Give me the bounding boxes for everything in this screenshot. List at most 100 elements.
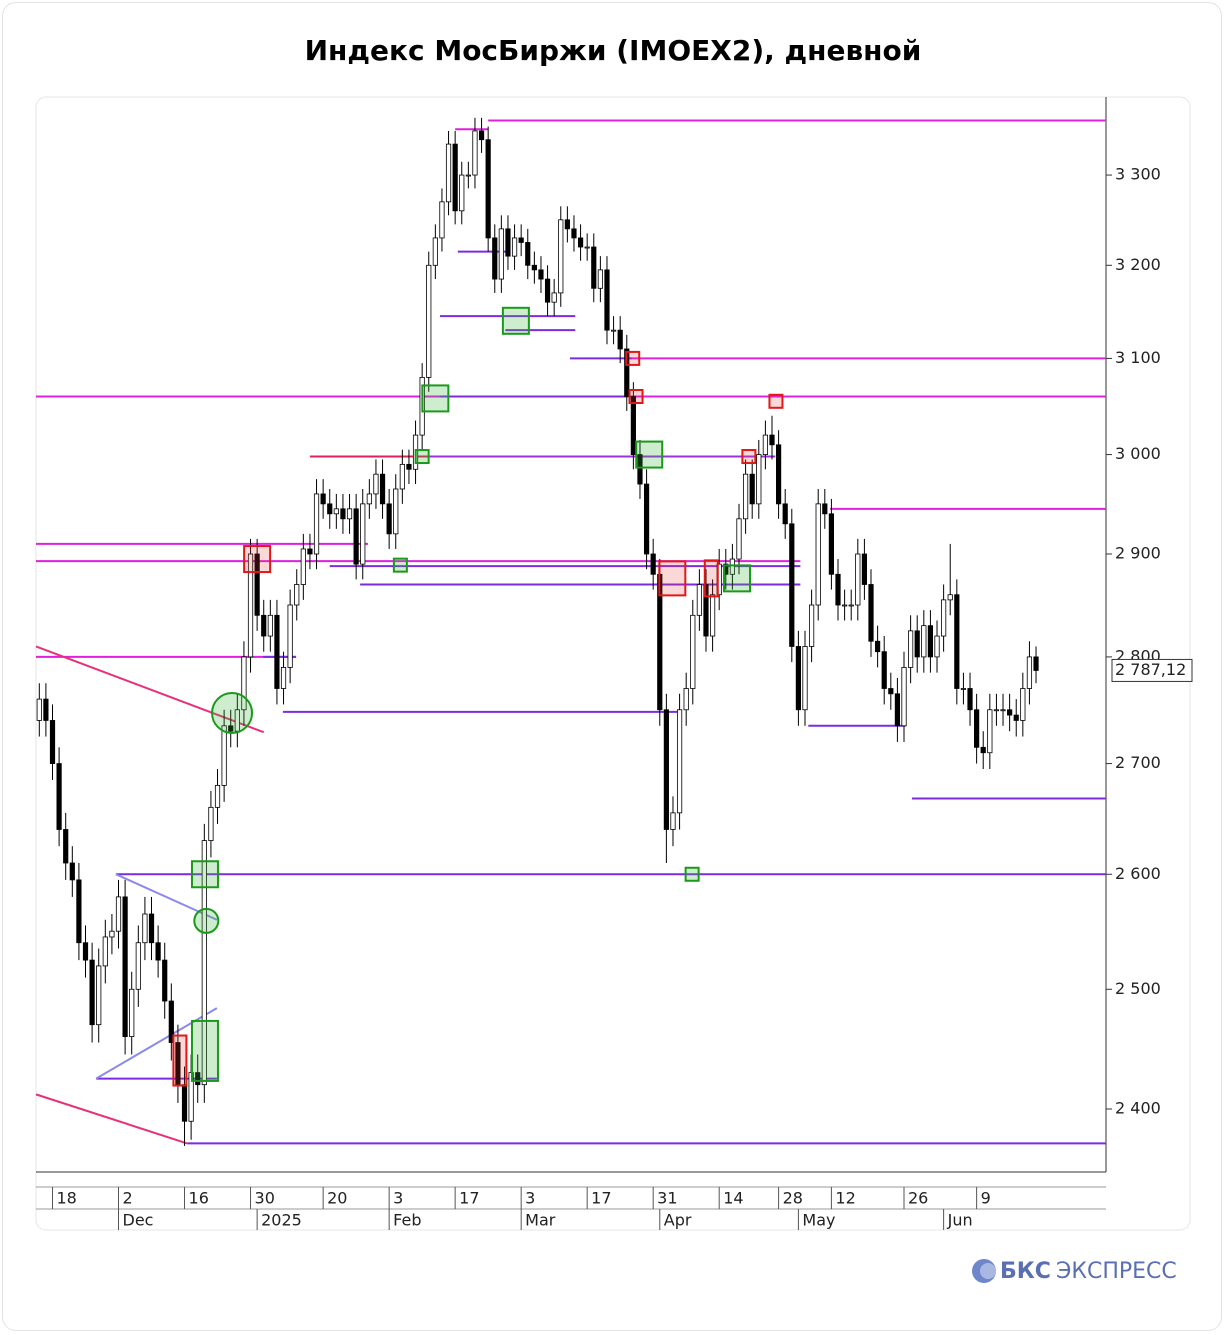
candle-body: [617, 329, 623, 350]
candle-body: [742, 473, 749, 520]
y-tick-label: 3 100: [1115, 348, 1161, 367]
candle-body: [696, 584, 702, 616]
candle-body: [729, 558, 735, 575]
candle-body: [571, 228, 577, 239]
signal: [703, 559, 719, 598]
candle-body: [624, 348, 630, 397]
candle-body: [261, 614, 267, 637]
candle-body: [861, 553, 868, 585]
brand-name: ЭКСПРЕСС: [1056, 1259, 1177, 1284]
candle-body: [921, 625, 927, 658]
candle-body: [36, 698, 42, 721]
candle-body: [967, 688, 973, 711]
candle-body: [393, 488, 399, 535]
candle-body: [247, 553, 254, 658]
signal: [628, 388, 644, 404]
candle-body: [82, 942, 89, 961]
candle-body: [795, 646, 801, 711]
candle-body: [1013, 714, 1019, 721]
candle-body: [597, 269, 603, 289]
y-tick-label: 3 200: [1115, 255, 1161, 274]
candle-body: [406, 463, 412, 470]
last-price-label: 2 787,12: [1115, 660, 1186, 679]
candle-body: [228, 725, 234, 732]
candle-body: [934, 635, 940, 658]
trend-line: [35, 1093, 188, 1145]
candle-body: [96, 965, 102, 1026]
trend-line: [115, 873, 218, 921]
signal: [741, 449, 757, 465]
candle-body: [122, 896, 128, 1037]
month-label: Jun: [947, 1211, 973, 1230]
candle-body: [855, 553, 861, 606]
candle-body: [43, 698, 49, 721]
candle-body: [208, 806, 214, 842]
candle-body: [881, 651, 887, 689]
trend-line: [95, 1007, 218, 1080]
last-price-box: [1111, 658, 1193, 682]
candle-body: [300, 548, 306, 585]
candle-body: [709, 594, 716, 637]
candle-body: [498, 228, 504, 280]
candle-body: [927, 625, 934, 658]
x-tick-label: 28: [783, 1189, 803, 1208]
candle-body: [505, 228, 511, 257]
x-tick-label: 9: [981, 1189, 991, 1208]
candle-body: [353, 508, 359, 565]
candle-body: [280, 667, 287, 689]
candle-body: [399, 463, 405, 490]
signal: [658, 560, 687, 597]
signal: [243, 545, 272, 574]
candle-body: [531, 264, 537, 271]
candle-body: [842, 604, 848, 607]
candle-body: [762, 434, 768, 455]
candle-body: [109, 930, 115, 938]
candle-body: [333, 508, 339, 515]
x-tick-label: 20: [327, 1189, 347, 1208]
signal: [190, 1019, 219, 1082]
candle-body: [426, 264, 432, 378]
x-tick-label: 18: [57, 1189, 77, 1208]
x-tick-label: 26: [908, 1189, 928, 1208]
candle-body: [822, 503, 828, 515]
candle-body: [591, 246, 597, 289]
candle-body: [584, 246, 590, 249]
month-label: Mar: [525, 1211, 556, 1230]
candle-body: [307, 548, 313, 555]
candle-body: [340, 508, 346, 520]
candle-body: [155, 942, 161, 961]
candle-body: [360, 503, 366, 565]
candle-body: [49, 720, 56, 764]
candle-body: [1020, 688, 1026, 721]
candle-body: [201, 840, 207, 1086]
x-tick-label: 17: [459, 1189, 479, 1208]
signal: [190, 860, 219, 889]
candle-body: [875, 640, 881, 653]
candle-body: [643, 483, 650, 555]
candle-body: [89, 959, 95, 1026]
candle-body: [1000, 709, 1006, 712]
candle-body: [452, 143, 458, 212]
candle-body: [485, 139, 491, 239]
candle-body: [663, 709, 669, 830]
candle-body: [320, 493, 326, 505]
x-tick-label: 30: [255, 1189, 275, 1208]
candle-body: [650, 553, 656, 575]
candle-body: [234, 709, 240, 732]
chart-title: Индекс МосБиржи (IMOEX2), дневной: [305, 34, 922, 67]
y-tick-label: 2 900: [1115, 543, 1161, 562]
signal: [211, 691, 254, 734]
candle-body: [954, 594, 960, 689]
signal: [768, 393, 784, 409]
candle-body: [373, 473, 379, 495]
candle-body: [1026, 656, 1033, 689]
candle-body: [828, 513, 835, 575]
candle-body: [195, 1072, 201, 1086]
candle-body: [148, 913, 155, 944]
month-label: Dec: [123, 1211, 154, 1230]
signal: [392, 557, 408, 573]
signal: [684, 866, 700, 882]
candle-body: [901, 667, 907, 727]
